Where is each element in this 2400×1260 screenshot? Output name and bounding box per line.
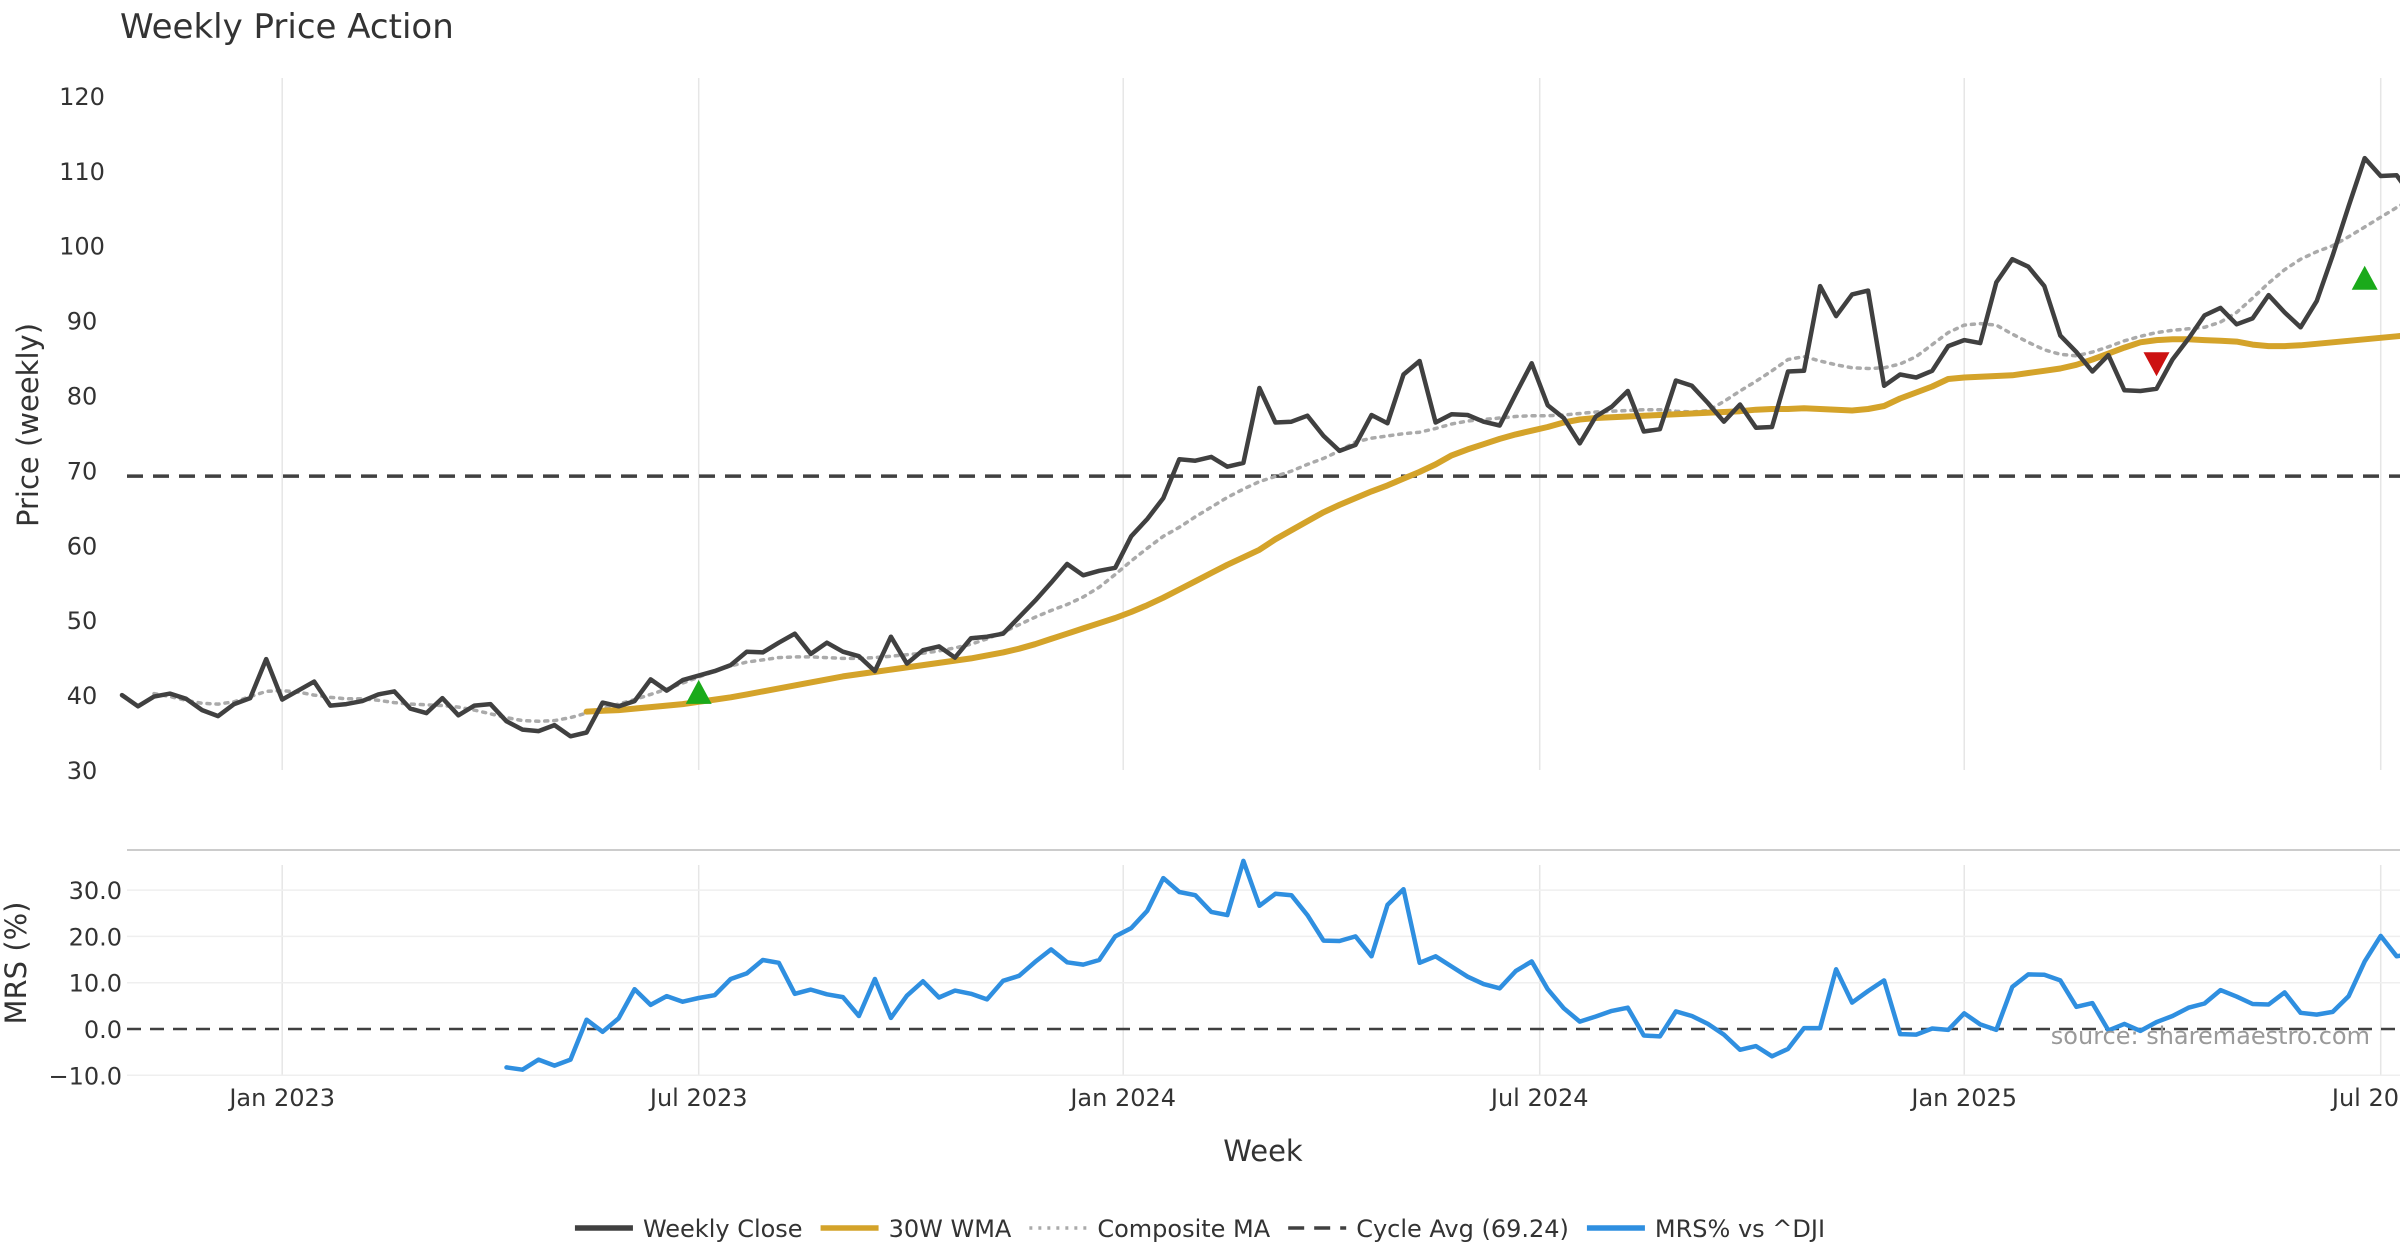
legend-label-cycle-avg-69-24: Cycle Avg (69.24) <box>1356 1215 1569 1243</box>
x-ticks: Jan 2023 Jul 2023 Jan 2024 Jul 2024 Jan 2025… <box>227 1084 2400 1112</box>
buy-marker-1 <box>685 679 712 704</box>
source-label: source: sharemaestro.com <box>2051 1022 2370 1050</box>
x-tick-jan-2023: Jan 2023 <box>227 1084 335 1112</box>
legend-label-composite-ma: Composite MA <box>1097 1215 1270 1243</box>
legend-label-30w-wma: 30W WMA <box>889 1215 1012 1243</box>
series-30w-wma <box>583 332 2400 715</box>
price-y-tick-110: 110 <box>59 158 105 186</box>
mrs-y-tick-0: −10.0 <box>48 1062 122 1090</box>
legend: Weekly Close 30W WMA Composite MA Cycle Avg… <box>574 1215 1825 1243</box>
chart-title: Weekly Price Action <box>120 7 454 47</box>
markers-layer <box>685 265 2378 704</box>
price-y-tick-30: 30 <box>67 757 98 785</box>
x-tick-jul-2025: Jul 2025 <box>2330 1084 2400 1112</box>
price-y-tick-40: 40 <box>67 682 98 710</box>
x-tick-jan-2024: Jan 2024 <box>1068 1084 1176 1112</box>
mrs-y-tick-4: 30.0 <box>69 877 122 905</box>
mrs-y-axis-label: MRS (%) <box>0 902 33 1025</box>
x-tick-jan-2025: Jan 2025 <box>1909 1084 2017 1112</box>
series-weekly-close <box>119 155 2400 739</box>
price-y-tick-50: 50 <box>67 607 98 635</box>
sell-marker-2 <box>2143 352 2170 377</box>
price-y-tick-80: 80 <box>67 383 98 411</box>
price-y-tick-60: 60 <box>67 532 98 560</box>
series-composite-ma <box>152 203 2400 724</box>
series-layer <box>119 155 2400 739</box>
price-y-tick-120: 120 <box>59 83 105 111</box>
buy-marker-3 <box>2351 265 2378 290</box>
x-tick-jul-2024: Jul 2024 <box>1489 1084 1589 1112</box>
series-mrs-vs-dji <box>504 858 2400 1072</box>
legend-label-mrs-vs-dji: MRS% vs ^DJI <box>1655 1215 1825 1243</box>
mrs-layer <box>127 858 2400 1072</box>
x-tick-jul-2023: Jul 2023 <box>648 1084 748 1112</box>
mrs-y-tick-3: 20.0 <box>69 923 122 951</box>
mrs-y-tick-1: 0.0 <box>84 1016 122 1044</box>
price-y-tick-90: 90 <box>67 308 98 336</box>
x-axis-label: Week <box>1223 1134 1303 1168</box>
price-y-axis-label: Price (weekly) <box>11 323 45 527</box>
price-y-tick-70: 70 <box>67 457 98 485</box>
price-y-tick-100: 100 <box>59 233 105 261</box>
mrs-y-tick-2: 10.0 <box>69 970 122 998</box>
legend-label-weekly-close: Weekly Close <box>643 1215 803 1243</box>
price-grid <box>281 78 2382 770</box>
mrs-y-ticks: −10.0 0.0 10.0 20.0 30.0 <box>48 877 122 1090</box>
price-y-ticks: 30 40 50 60 70 80 90 100 110 120 <box>59 83 105 785</box>
